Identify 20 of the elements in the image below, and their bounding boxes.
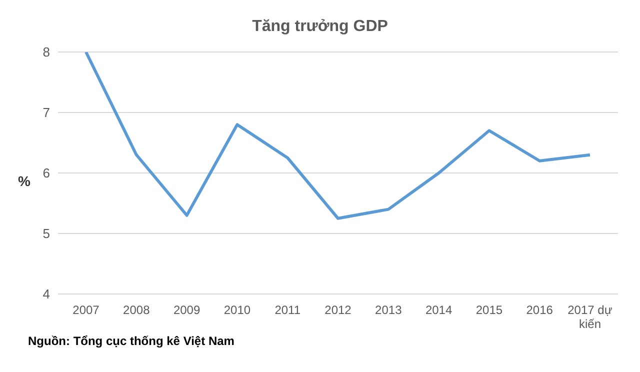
line-series <box>84 52 592 220</box>
x-tick-label: 2010 <box>224 303 251 317</box>
x-tick-label: 2011 <box>274 303 301 317</box>
x-tick-label: 2013 <box>375 303 402 317</box>
x-tick-label: 2009 <box>173 303 200 317</box>
y-tick-label: 4 <box>42 286 50 302</box>
x-tick-label: 2007 <box>72 303 100 317</box>
y-tick-label: 8 <box>42 44 50 60</box>
x-tick-label: 2017 dự kiến <box>568 303 612 331</box>
x-tick-label: 2012 <box>324 303 352 317</box>
x-tick-label: 2008 <box>123 303 150 317</box>
chart-title: Tăng trưởng GDP <box>251 17 389 36</box>
y-tick-label: 6 <box>42 166 50 181</box>
x-tick-label: 2015 <box>476 303 503 317</box>
y-tick-label: 5 <box>42 226 50 242</box>
x-tick-label: 2016 <box>526 303 554 317</box>
text: Nguồn: Tổng cục thống kê Việt Nam <box>28 334 234 348</box>
y-axis-title: % <box>18 173 30 189</box>
y-tick-label: 7 <box>42 105 50 120</box>
x-tick-label: 2014 <box>425 303 452 317</box>
